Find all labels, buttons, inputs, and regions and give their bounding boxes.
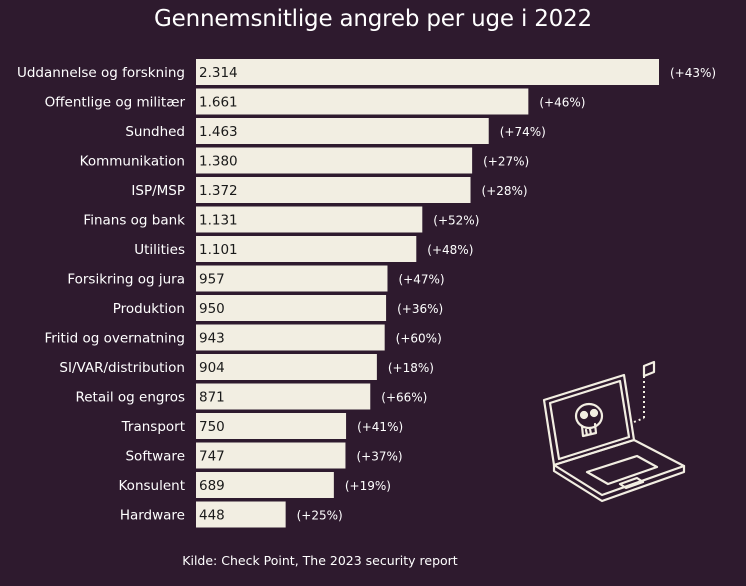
category-label: Software	[125, 449, 185, 465]
value-label: 750	[199, 419, 225, 435]
bar-row: Uddannelse og forskning 2.314 (+43%)	[17, 59, 716, 85]
category-label: Hardware	[120, 508, 185, 524]
bar	[196, 324, 385, 351]
chart-title: Gennemsnitlige angreb per uge i 2022	[154, 6, 592, 32]
bar	[196, 442, 346, 469]
change-label: (+36%)	[397, 302, 443, 316]
bar	[196, 472, 334, 498]
bar	[196, 206, 423, 233]
bar-row: Utilities 1.101 (+48%)	[134, 236, 473, 262]
value-label: 1.661	[199, 95, 238, 111]
bar	[196, 147, 473, 174]
bar	[196, 413, 347, 439]
bar-row: Hardware 448 (+25%)	[120, 501, 343, 528]
value-label: 1.131	[199, 213, 238, 229]
bar-row: Retail og engros 871 (+66%)	[75, 383, 427, 410]
bar-chart: Uddannelse og forskning 2.314 (+43%) Offent…	[17, 59, 716, 528]
bar-row: SI/VAR/distribution 904 (+18%)	[59, 354, 434, 380]
category-label: SI/VAR/distribution	[59, 360, 185, 376]
value-label: 904	[199, 360, 225, 376]
change-label: (+60%)	[396, 332, 442, 346]
value-label: 448	[199, 508, 225, 524]
category-label: Offentlige og militær	[45, 95, 186, 111]
category-label: ISP/MSP	[131, 183, 185, 199]
change-label: (+37%)	[356, 450, 402, 464]
change-label: (+19%)	[345, 479, 391, 493]
bar-row: Konsulent 689 (+19%)	[119, 472, 391, 498]
change-label: (+25%)	[297, 509, 343, 523]
change-label: (+74%)	[500, 125, 546, 139]
value-label: 1.372	[199, 183, 238, 199]
bar-row: Forsikring og jura 957 (+47%)	[67, 265, 445, 292]
value-label: 1.380	[199, 154, 238, 170]
category-label: Produktion	[113, 301, 185, 317]
category-label: Konsulent	[119, 478, 186, 494]
source-note: Kilde: Check Point, The 2023 security re…	[182, 553, 458, 568]
bar-row: Transport 750 (+41%)	[121, 413, 403, 439]
category-label: Fritid og overnatning	[44, 331, 185, 347]
value-label: 1.101	[199, 242, 238, 258]
category-label: Transport	[121, 419, 185, 435]
value-label: 943	[199, 331, 225, 347]
change-label: (+41%)	[357, 420, 403, 434]
bar	[196, 177, 471, 203]
bar-row: Offentlige og militær 1.661 (+46%)	[45, 88, 585, 115]
change-label: (+28%)	[482, 184, 528, 198]
category-label: Uddannelse og forskning	[17, 65, 185, 81]
bar	[196, 265, 388, 292]
value-label: 871	[199, 390, 225, 406]
change-label: (+46%)	[539, 96, 585, 110]
bar	[196, 88, 529, 115]
category-label: Utilities	[134, 242, 185, 258]
category-label: Forsikring og jura	[67, 272, 185, 288]
change-label: (+18%)	[388, 361, 434, 375]
category-label: Finans og bank	[83, 213, 185, 229]
category-label: Kommunikation	[80, 154, 185, 170]
bar-row: ISP/MSP 1.372 (+28%)	[131, 177, 528, 203]
change-label: (+52%)	[433, 214, 479, 228]
change-label: (+43%)	[670, 66, 716, 80]
value-label: 689	[199, 478, 225, 494]
bar-row: Produktion 950 (+36%)	[113, 295, 443, 321]
bar	[196, 501, 286, 528]
category-label: Retail og engros	[75, 390, 185, 406]
value-label: 957	[199, 272, 225, 288]
value-label: 747	[199, 449, 225, 465]
bar-row: Software 747 (+37%)	[125, 442, 403, 469]
bar-row: Kommunikation 1.380 (+27%)	[80, 147, 529, 174]
bar-row: Fritid og overnatning 943 (+60%)	[44, 324, 442, 351]
bar	[196, 59, 659, 85]
change-label: (+66%)	[381, 391, 427, 405]
value-label: 950	[199, 301, 225, 317]
change-label: (+47%)	[398, 273, 444, 287]
change-label: (+48%)	[427, 243, 473, 257]
bar	[196, 118, 489, 144]
laptop-skull-icon	[542, 360, 686, 503]
change-label: (+27%)	[483, 155, 529, 169]
category-label: Sundhed	[125, 124, 185, 140]
bar-row: Finans og bank 1.131 (+52%)	[83, 206, 479, 233]
bar	[196, 354, 377, 380]
bar	[196, 295, 387, 321]
value-label: 2.314	[199, 65, 238, 81]
bar	[196, 236, 417, 262]
bar	[196, 383, 371, 410]
bar-row: Sundhed 1.463 (+74%)	[125, 118, 546, 144]
value-label: 1.463	[199, 124, 238, 140]
